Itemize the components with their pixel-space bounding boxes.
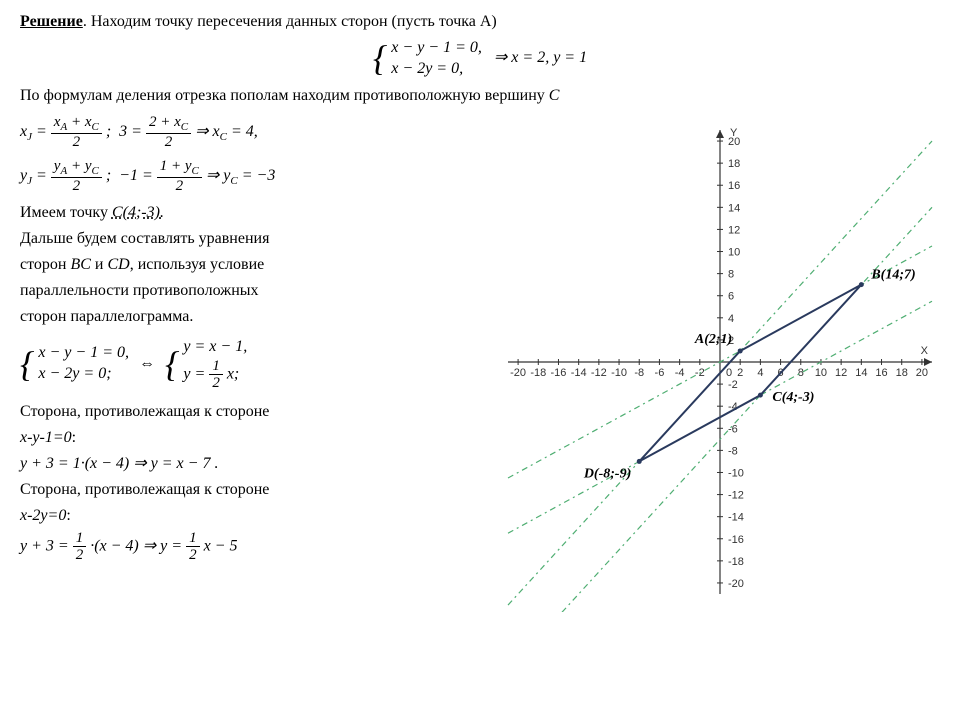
side1: Сторона, противолежащая к стороне <box>20 400 470 424</box>
eq-yj: yJ = yA + yC2 ; −1 = 1 + yC2 ⇒ yC = −3 <box>20 158 470 195</box>
svg-text:-10: -10 <box>728 467 744 479</box>
svg-text:-12: -12 <box>591 367 607 379</box>
left-column: xJ = xA + xC2 ; 3 = 2 + xC2 ⇒ xC = 4, yJ… <box>20 112 470 612</box>
p-pointC: Имеем точку C(4;-3). <box>20 201 470 225</box>
svg-text:2: 2 <box>737 367 743 379</box>
side2-eqname: x-2y=0: <box>20 504 470 528</box>
p2: По формулам деления отрезка пополам нахо… <box>20 84 940 108</box>
p2-c: C <box>549 87 560 104</box>
svg-text:-2: -2 <box>728 379 738 391</box>
side2: Сторона, противолежащая к стороне <box>20 478 470 502</box>
svg-text:12: 12 <box>728 224 740 236</box>
pD1: Дальше будем составлять уравнения <box>20 227 470 251</box>
svg-text:-20: -20 <box>728 578 744 590</box>
svg-text:X: X <box>921 345 929 357</box>
svg-text:-4: -4 <box>675 367 685 379</box>
sys1-line1: x − y − 1 = 0, <box>391 38 482 59</box>
system-1: { x − y − 1 = 0, x − 2y = 0, ⇒ x = 2, y … <box>20 38 940 80</box>
p2-text: По формулам деления отрезка пополам нахо… <box>20 87 549 104</box>
svg-text:14: 14 <box>855 367 867 379</box>
svg-text:-6: -6 <box>728 423 738 435</box>
side1-eqname: x-y-1=0: <box>20 426 470 450</box>
eq-xj: xJ = xA + xC2 ; 3 = 2 + xC2 ⇒ xC = 4, <box>20 114 470 151</box>
svg-text:10: 10 <box>728 246 740 258</box>
svg-text:-18: -18 <box>728 555 744 567</box>
svg-text:-6: -6 <box>655 367 665 379</box>
svg-text:8: 8 <box>798 367 804 379</box>
side1-eq: y + 3 = 1·(x − 4) ⇒ y = x − 7 . <box>20 452 470 476</box>
svg-text:-16: -16 <box>551 367 567 379</box>
parallelogram-chart: -20 -18 -16 -14 -12 -10 -8 -6 -4 -22 4 6 8 10 12 14 16 18… <box>490 112 950 612</box>
right-column: -20 -18 -16 -14 -12 -10 -8 -6 -4 -22 4 6 8 10 12 14 16 18… <box>490 112 950 612</box>
title-rest: . Находим точку пересечения данных сторо… <box>83 13 497 30</box>
svg-text:8: 8 <box>728 268 734 280</box>
svg-text:-8: -8 <box>728 445 738 457</box>
svg-text:D(-8;-9): D(-8;-9) <box>583 466 631 481</box>
svg-text:4: 4 <box>728 312 734 324</box>
svg-text:-14: -14 <box>728 511 744 523</box>
pD4: сторон параллелограмма. <box>20 305 470 329</box>
svg-text:Y: Y <box>730 127 738 139</box>
svg-text:-12: -12 <box>728 489 744 501</box>
pD3: параллельности противоположных <box>20 279 470 303</box>
sys1-line2: x − 2y = 0, <box>391 59 482 80</box>
svg-text:A(2;1): A(2;1) <box>694 332 732 347</box>
title-label: Решение <box>20 13 83 30</box>
svg-text:10: 10 <box>815 367 827 379</box>
svg-text:14: 14 <box>728 202 740 214</box>
sys1-result: ⇒ x = 2, y = 1 <box>494 49 587 66</box>
svg-text:12: 12 <box>835 367 847 379</box>
title-line: Решение. Находим точку пересечения данны… <box>20 10 940 34</box>
svg-text:0: 0 <box>726 367 732 379</box>
svg-text:B(14;7): B(14;7) <box>870 267 915 282</box>
svg-text:-20: -20 <box>510 367 526 379</box>
svg-text:-8: -8 <box>634 367 644 379</box>
svg-text:-10: -10 <box>611 367 627 379</box>
svg-text:16: 16 <box>728 180 740 192</box>
system-2: { x − y − 1 = 0, x − 2y = 0; ⇔ { y = x −… <box>20 337 470 392</box>
svg-text:18: 18 <box>728 158 740 170</box>
svg-text:C(4;-3): C(4;-3) <box>772 390 814 405</box>
svg-text:20: 20 <box>916 367 928 379</box>
pD2: сторон BC и CD, используя условие <box>20 253 470 277</box>
svg-text:-18: -18 <box>530 367 546 379</box>
svg-text:16: 16 <box>875 367 887 379</box>
svg-text:18: 18 <box>896 367 908 379</box>
svg-text:-14: -14 <box>571 367 587 379</box>
svg-text:4: 4 <box>757 367 763 379</box>
svg-text:-16: -16 <box>728 533 744 545</box>
side2-eq: y + 3 = 12 ·(x − 4) ⇒ y = 12 x − 5 <box>20 530 470 564</box>
svg-text:6: 6 <box>728 290 734 302</box>
